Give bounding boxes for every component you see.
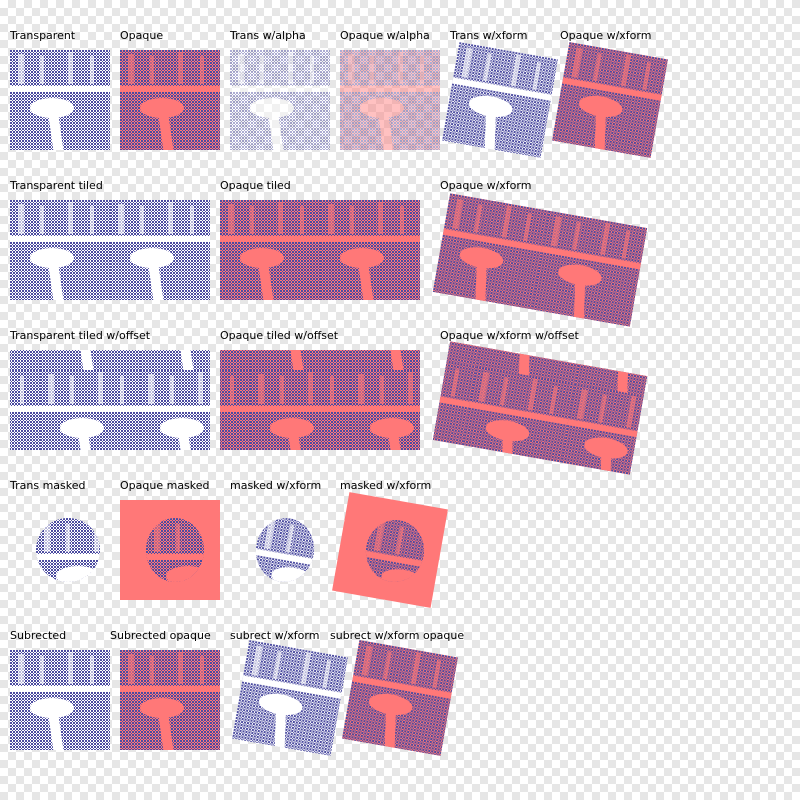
tile-image xyxy=(10,200,210,300)
tile-image xyxy=(232,640,348,756)
tile-trans-tiled xyxy=(10,200,210,300)
tile-image xyxy=(220,200,420,300)
tile-subrect-xform xyxy=(232,640,348,756)
tile-image xyxy=(36,518,100,582)
tile-opaque xyxy=(120,50,220,150)
tile-image xyxy=(10,650,110,750)
tile-opaque-tiled-xform xyxy=(432,193,648,327)
label-opaque-tiled-offset: Opaque tiled w/offset xyxy=(220,329,339,342)
label-trans-xform: Trans w/xform xyxy=(450,29,528,42)
tile-image xyxy=(552,42,668,158)
label-masked-xform-2: masked w/xform xyxy=(340,479,432,492)
tile-image xyxy=(340,50,440,150)
tile-trans-tiled-offset xyxy=(10,350,210,450)
tile-subrect-xform-opaque xyxy=(342,640,458,756)
tile-image xyxy=(120,650,220,750)
tile-transparent xyxy=(10,50,110,150)
tile-image xyxy=(250,513,320,587)
tile-opaque-alpha xyxy=(340,50,440,150)
tile-subrected-opaque xyxy=(120,650,220,750)
tile-image xyxy=(432,341,648,475)
tile-opaque-tiled-offset xyxy=(220,350,420,450)
label-subrect-xform: subrect w/xform xyxy=(230,629,320,642)
label-trans-masked: Trans masked xyxy=(10,479,86,492)
tile-image xyxy=(432,193,648,327)
tile-image xyxy=(342,640,458,756)
tile-trans-masked-xform xyxy=(250,513,320,587)
label-subrected-opaque: Subrected opaque xyxy=(110,629,211,642)
label-trans-alpha: Trans w/alpha xyxy=(230,29,306,42)
tile-subrected xyxy=(10,650,110,750)
label-trans-tiled-offset: Transparent tiled w/offset xyxy=(10,329,151,342)
tile-image xyxy=(120,50,220,150)
label-opaque-xform: Opaque w/xform xyxy=(560,29,652,42)
tile-image xyxy=(442,42,558,158)
tile-image xyxy=(230,50,330,150)
label-opaque-xform-offset: Opaque w/xform w/offset xyxy=(440,329,579,342)
label-opaque-tiled: Opaque tiled xyxy=(220,179,291,192)
label-opaque-alpha: Opaque w/alpha xyxy=(340,29,430,42)
tile-trans-masked xyxy=(36,518,100,582)
label-subrected: Subrected xyxy=(10,629,67,642)
label-opaque-masked: Opaque masked xyxy=(120,479,210,492)
label-subrect-xform-opaque: subrect w/xform opaque xyxy=(330,629,465,642)
tile-opaque-xform xyxy=(552,42,668,158)
tile-trans-xform xyxy=(442,42,558,158)
label-masked-xform: masked w/xform xyxy=(230,479,322,492)
label-trans-tiled: Transparent tiled xyxy=(10,179,103,192)
tile-opaque-xform-offset xyxy=(432,341,648,475)
tile-image xyxy=(10,50,110,150)
tile-image xyxy=(220,350,420,450)
tile-image xyxy=(10,350,210,450)
label-opaque-tiled-xform: Opaque w/xform xyxy=(440,179,532,192)
tile-opaque-tiled xyxy=(220,200,420,300)
tile-image xyxy=(146,518,204,582)
label-opaque: Opaque xyxy=(120,29,164,42)
label-transparent: Transparent xyxy=(10,29,76,42)
tile-opaque-masked xyxy=(146,518,204,582)
tile-trans-alpha xyxy=(230,50,330,150)
